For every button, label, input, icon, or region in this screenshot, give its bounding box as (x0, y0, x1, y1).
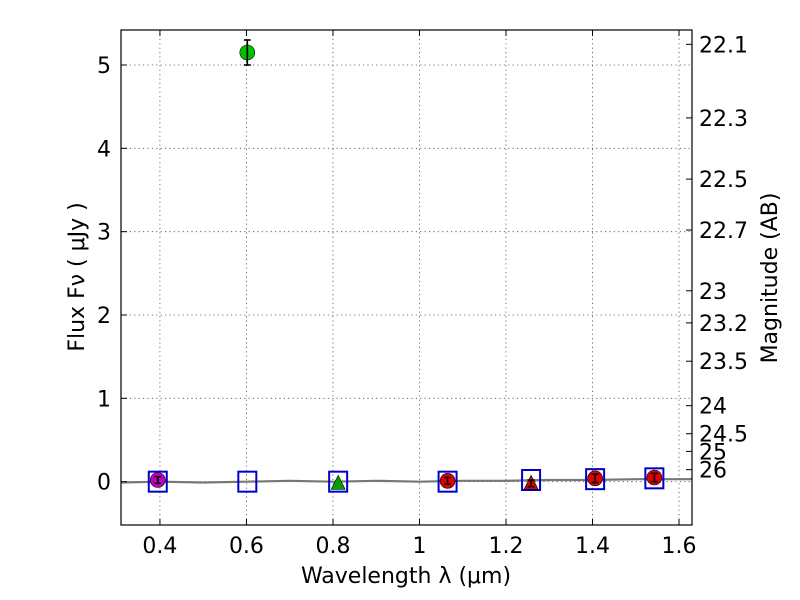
y2-tick-label: 22.3 (699, 107, 748, 132)
y-axis-label: Flux Fν ( μJy ) (65, 202, 90, 351)
model-band-square (328, 470, 349, 493)
x-tick-label: 1 (412, 534, 426, 559)
y-tick-label: 1 (97, 387, 111, 412)
y-tick-label: 5 (97, 54, 111, 79)
x-axis-label: Wavelength λ (μm) (301, 564, 511, 589)
grid (121, 30, 692, 525)
x-tick-label: 1.4 (575, 534, 610, 559)
x-tick-label: 0.6 (229, 534, 264, 559)
model-band-square (437, 470, 458, 493)
axis-ticks: 0.4 0.6 0.8 1 1.2 1.4 1.601234522.122.322.522.… (97, 30, 748, 559)
plot-frame (120, 29, 693, 526)
spectrum-line (120, 478, 692, 484)
y2-tick-label: 25 (699, 440, 727, 465)
x-tick-label: 0.4 (142, 534, 177, 559)
y-tick-label: 4 (97, 137, 111, 162)
model-band-square (521, 469, 542, 491)
y2-tick-label: 22.1 (699, 33, 748, 58)
y2-tick-label: 24.5 (699, 423, 748, 448)
y2-tick-label: 22.5 (699, 168, 748, 193)
x-tick-label: 0.8 (315, 534, 350, 559)
x-tick-label: 1.6 (662, 534, 697, 559)
model-band-square (237, 470, 258, 493)
model-band-square (585, 468, 606, 491)
x-tick-label: 1.2 (488, 534, 523, 559)
y2-tick-label: 26 (699, 459, 727, 484)
y2-tick-label: 23.5 (699, 350, 748, 375)
y2-tick-label: 23 (699, 280, 727, 305)
y2-tick-label: 24 (699, 395, 727, 420)
y2-axis-label: Magnitude (AB) (758, 193, 783, 364)
model-band-square (147, 470, 168, 493)
y-tick-label: 3 (97, 221, 111, 246)
spectrum-layer (120, 478, 692, 484)
y-tick-label: 0 (97, 471, 111, 496)
model-band-square (644, 467, 665, 490)
y-tick-label: 2 (97, 304, 111, 329)
upper-limit-marker (330, 474, 346, 490)
y2-tick-label: 22.7 (699, 219, 748, 244)
data-marks (147, 39, 665, 493)
y2-tick-label: 23.2 (699, 312, 748, 337)
